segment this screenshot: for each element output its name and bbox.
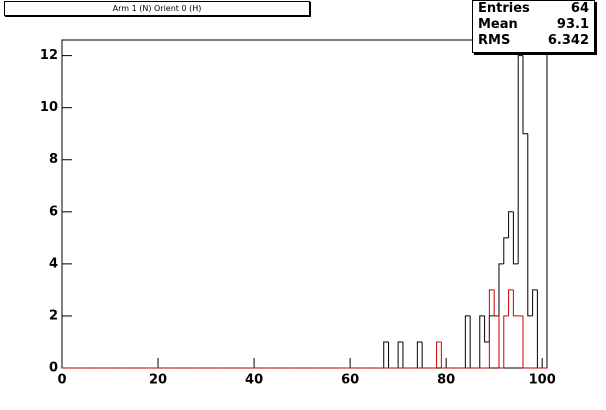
histogram-bin	[479, 315, 485, 368]
histogram-bin	[484, 315, 490, 343]
y-tick-label: 8	[49, 152, 58, 167]
histogram-bin	[464, 315, 471, 368]
plot-frame	[61, 39, 548, 369]
stats-value: 93.1	[556, 17, 589, 32]
histogram-bin	[522, 315, 528, 369]
x-tick-label: 0	[57, 373, 66, 388]
histogram-bin	[503, 237, 509, 264]
histogram-bin	[416, 341, 423, 368]
histogram-bin	[493, 289, 499, 317]
x-tick-label: 100	[529, 373, 556, 388]
y-tick-label: 10	[40, 100, 58, 115]
histogram-bin	[397, 341, 403, 368]
y-tick-label: 2	[49, 308, 58, 323]
histogram-bin	[508, 289, 514, 316]
stats-row: Entries 64	[473, 1, 594, 17]
stats-label: Mean	[478, 17, 518, 32]
y-tick-label: 12	[40, 48, 58, 63]
x-tick-label: 40	[245, 373, 263, 388]
histogram-bin	[522, 55, 528, 135]
histogram-bin	[436, 341, 442, 368]
histogram-bin	[512, 211, 519, 265]
stats-value: 6.342	[547, 33, 589, 48]
x-tick-label: 60	[341, 373, 359, 388]
x-tick-label: 20	[149, 373, 167, 388]
stats-label: RMS	[478, 33, 511, 48]
histogram-bin	[532, 289, 538, 316]
y-tick-label: 0	[49, 361, 58, 376]
stats-label: Entries	[478, 1, 530, 16]
histogram-bin	[512, 289, 519, 317]
stats-value: 64	[570, 1, 589, 16]
histogram-bin	[508, 211, 514, 238]
histogram-bin	[498, 263, 504, 316]
stats-row: RMS 6.342	[473, 33, 594, 49]
x-tick-label: 80	[437, 373, 455, 388]
histogram-bin	[527, 133, 533, 317]
stats-box: Entries 64 Mean 93.1 RMS 6.342	[472, 0, 595, 53]
y-tick-label: 4	[49, 256, 58, 271]
histogram-bin	[440, 341, 447, 369]
chart-title: Arm 1 (N) Orient 0 (H)	[4, 1, 310, 16]
histogram-bin	[498, 315, 504, 369]
histogram-bin	[517, 55, 523, 264]
histogram-bin	[488, 289, 495, 368]
stats-row: Mean 93.1	[473, 17, 594, 33]
histogram-bin	[503, 315, 509, 368]
histogram-bin	[383, 341, 389, 368]
y-tick-label: 6	[49, 204, 58, 219]
